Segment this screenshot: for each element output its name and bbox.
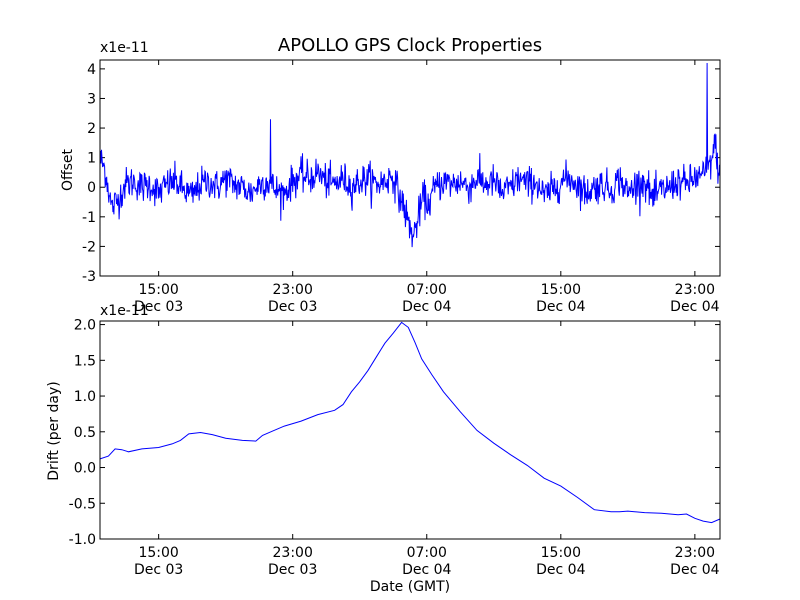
drift-ytick-label: -0.5 [69, 496, 96, 512]
drift-xtick-time-label: 23:00 [273, 545, 313, 561]
drift-xtick-time-label: 15:00 [541, 545, 581, 561]
drift-xtick-date-label: Dec 04 [402, 562, 451, 578]
drift-ytick-label: 0.5 [74, 425, 96, 441]
drift-xtick-date-label: Dec 03 [268, 562, 317, 578]
drift-xtick-time-label: 15:00 [138, 545, 178, 561]
offset-xtick-time-label: 23:00 [675, 282, 715, 298]
drift-xtick-date-label: Dec 03 [134, 562, 183, 578]
offset-xtick-date-label: Dec 03 [134, 299, 183, 315]
chart-title: APOLLO GPS Clock Properties [278, 35, 542, 56]
offset-xtick-date-label: Dec 03 [268, 299, 317, 315]
drift-xtick-date-label: Dec 04 [670, 562, 719, 578]
offset-xtick-time-label: 15:00 [541, 282, 581, 298]
drift-plot-frame [99, 320, 721, 540]
offset-series-line [99, 62, 721, 248]
drift-ytick-label: 2.0 [74, 318, 96, 334]
offset-xtick-date-label: Dec 04 [536, 299, 585, 315]
offset-xtick-time-label: 15:00 [138, 282, 178, 298]
drift-multiplier: x1e-11 [100, 303, 149, 319]
offset-ytick-label: 0 [87, 180, 96, 196]
offset-multiplier: x1e-11 [100, 40, 149, 56]
drift-xtick-time-label: 07:00 [407, 545, 447, 561]
drift-ytick-label: 1.5 [74, 353, 96, 369]
offset-ytick-label: -1 [82, 210, 96, 226]
drift-series-line [99, 321, 721, 524]
offset-ytick-label: 2 [87, 121, 96, 137]
offset-ytick-label: 4 [87, 62, 96, 78]
offset-ytick-label: 3 [87, 91, 96, 107]
drift-panel: x1e-11 Drift (per day) -1.0 -0.5 0.0 0.5 1.0… [46, 303, 721, 578]
x-axis-label: Date (GMT) [370, 579, 450, 595]
drift-ytick-label: -1.0 [69, 532, 96, 548]
offset-xtick-time-label: 23:00 [273, 282, 313, 298]
offset-xtick-date-label: Dec 04 [402, 299, 451, 315]
offset-ytick-label: 1 [87, 151, 96, 167]
drift-ytick-label: 1.0 [74, 389, 96, 405]
drift-ylabel: Drift (per day) [46, 381, 62, 480]
drift-ytick-label: 0.0 [74, 461, 96, 477]
offset-plot-frame [99, 59, 721, 277]
offset-ytick-label: -3 [82, 269, 96, 285]
drift-xtick-date-label: Dec 04 [536, 562, 585, 578]
offset-xtick-date-label: Dec 04 [670, 299, 719, 315]
offset-xtick-time-label: 07:00 [407, 282, 447, 298]
offset-ytick-label: -2 [82, 239, 96, 255]
offset-ylabel: Offset [60, 148, 76, 191]
drift-xtick-time-label: 23:00 [675, 545, 715, 561]
